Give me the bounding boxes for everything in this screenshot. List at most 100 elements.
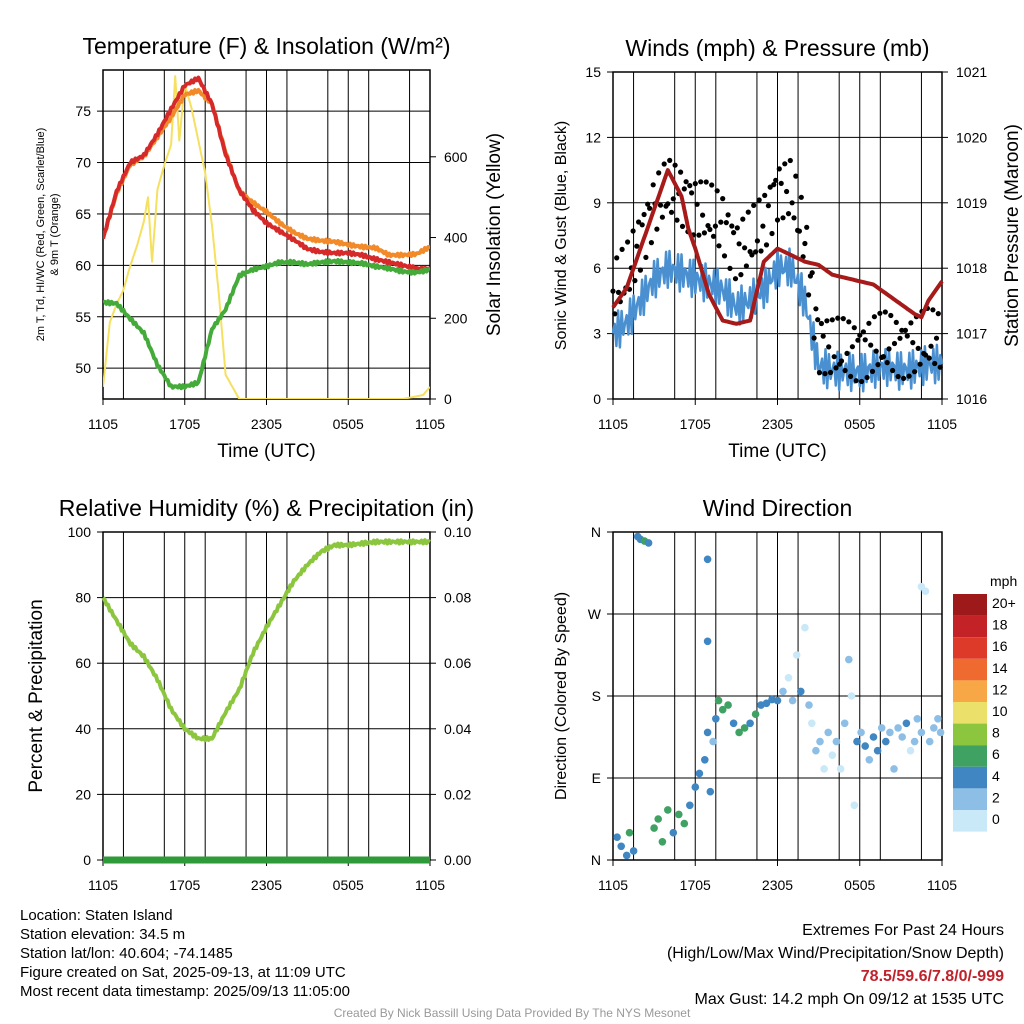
gust-point [811,335,817,341]
station-info: Location: Staten Island Station elevatio… [20,906,350,1001]
y2-axis-label: Station Pressure (Maroon) [1002,124,1023,347]
direction-point [877,724,886,732]
x-tick-label: 1105 [88,877,118,893]
direction-point [613,833,621,841]
gust-point [912,369,918,375]
gust-point [815,317,821,323]
direction-point [644,539,653,547]
direction-point [788,696,797,705]
y-tick-label: 50 [75,360,91,376]
gust-point [709,182,715,188]
x-tick-label: 1105 [598,877,628,893]
x-tick-label: 0505 [844,416,875,432]
direction-point [936,728,945,737]
gust-point [908,320,914,326]
direction-point [650,824,658,832]
y-tick-label: 65 [75,206,91,222]
gust-point [756,197,762,203]
direction-point [910,737,919,746]
gust-point [880,354,887,360]
gust-point [844,350,850,356]
gust-point [932,360,938,367]
gust-point [897,335,903,341]
x-tick-label: 1105 [88,416,118,432]
y2-tick-label: 1017 [956,326,987,342]
direction-point [847,692,856,700]
colorbar-swatch [953,594,987,616]
gust-point [818,320,825,327]
gust-point [762,192,768,198]
y-axis-label-line2: & 9m T (Orange) [49,193,61,275]
gust-point [678,169,684,175]
y-tick-label: E [592,770,601,786]
gust-point [743,263,750,269]
gust-point [645,201,651,207]
gust-point [736,241,742,247]
gust-point [862,337,868,343]
gust-point [793,173,799,179]
y-tick-label: 0 [83,852,91,868]
y-tick-label: 12 [585,129,601,145]
created-text: Figure created on Sat, 2025-09-13, at 11… [20,964,346,981]
gust-point [780,215,786,221]
series-line [103,258,430,391]
gust-point [615,289,622,295]
gust-point [721,253,728,259]
gust-point [930,307,936,313]
wind-direction-chart: 1105 1705 2305 0505 1105 Wind Direction N E S W N D… [553,495,1017,893]
extremes-title: Extremes For Past 24 Hours [802,922,1004,939]
colorbar-label: 16 [992,638,1008,654]
direction-point [906,746,915,755]
gust-point [926,355,932,361]
x-tick-label: 1105 [598,416,628,432]
x-tick-label: 0505 [333,877,364,893]
direction-point [836,765,845,773]
gust-point [868,342,874,348]
direction-point [797,687,805,696]
direction-point [706,787,715,796]
direction-point [792,651,801,659]
direction-point [718,705,727,714]
gust-point [827,369,834,376]
credit-text: Created By Nick Bassill Using Data Provi… [333,1006,691,1020]
gust-point [681,186,687,192]
y2-tick-label: 600 [444,149,468,165]
gust-point [689,190,695,196]
direction-point [840,719,849,728]
gust-point [643,254,649,260]
direction-point [703,555,712,564]
x-tick-label: 1705 [680,416,711,432]
x-tick-label: 0505 [333,416,364,432]
gust-point [754,238,761,244]
chart-title: Temperature (F) & Insolation (W/m²) [82,33,450,59]
colorbar-swatch [953,788,987,810]
gust-point [641,211,647,218]
gust-point [667,157,673,163]
gust-point [692,181,698,187]
colorbar-swatch [953,766,987,789]
series-line [103,88,430,259]
direction-point [845,655,853,664]
y-tick-label: S [592,688,601,704]
gust-point [875,362,881,368]
location-text: Location: Staten Island [20,907,173,924]
gust-point [774,217,781,223]
colorbar-label: 12 [992,681,1008,697]
y-tick-label: 15 [585,64,601,80]
y-tick-label: 3 [593,326,601,342]
gust-point [625,239,631,245]
y-tick-label: 80 [75,590,91,606]
gust-point [937,364,943,370]
gust-point [809,270,815,276]
gust-point [787,157,793,164]
y-tick-label: 55 [75,309,91,325]
direction-point [658,838,667,846]
direction-point [712,715,720,723]
y-tick-label: W [588,606,602,622]
direction-point [695,769,704,778]
gust-point [778,180,784,186]
gust-point [672,162,678,168]
x-tick-label: 2305 [251,877,282,893]
gust-point [745,209,751,215]
gust-point [661,161,667,167]
